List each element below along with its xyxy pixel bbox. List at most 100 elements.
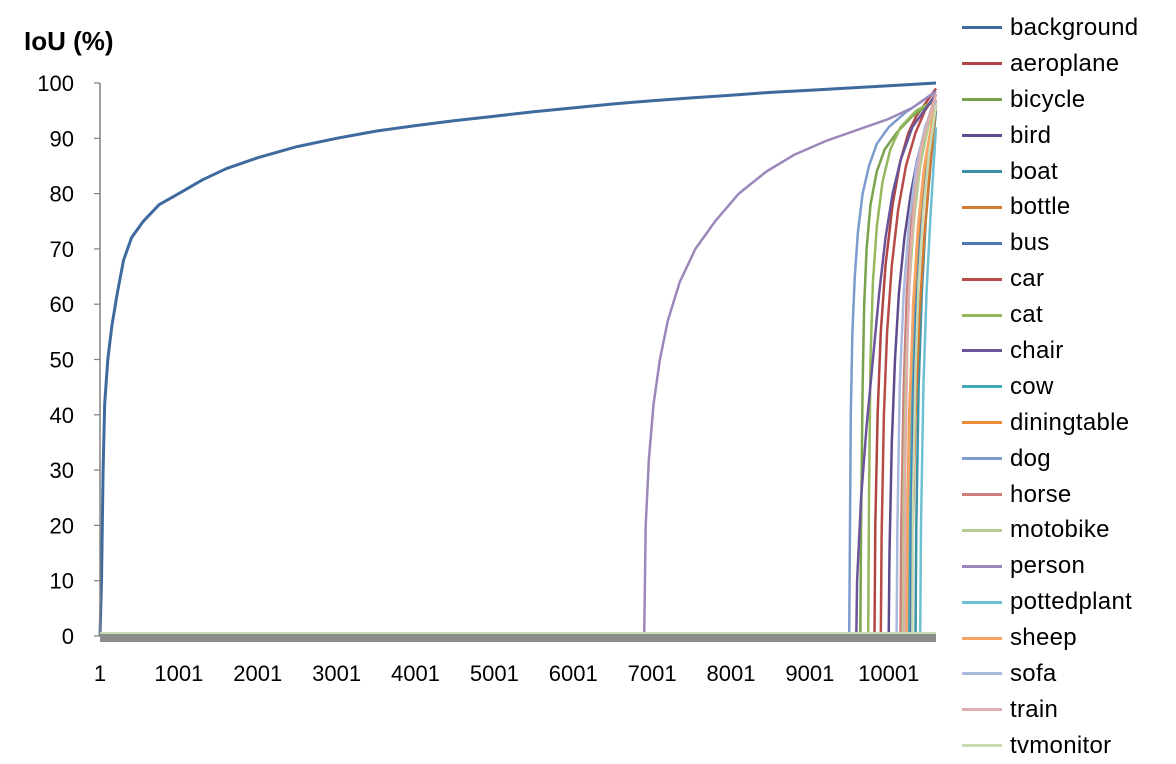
legend-item-bus: bus (962, 225, 1138, 261)
chart-legend: background aeroplane bicycle bird boat bottle… (962, 10, 1138, 764)
y-tick-label: 10 (50, 569, 74, 594)
legend-label: bicycle (1010, 85, 1086, 113)
y-tick-label: 30 (50, 458, 74, 483)
y-tick-label: 40 (50, 403, 74, 428)
legend-label: chair (1010, 336, 1064, 364)
legend-label: sheep (1010, 624, 1077, 652)
legend-swatch (962, 528, 1002, 532)
legend-item-sofa: sofa (962, 656, 1138, 692)
x-tick-label: 6001 (549, 661, 598, 686)
legend-label: boat (1010, 157, 1058, 185)
legend-label: person (1010, 552, 1086, 580)
legend-swatch (962, 205, 1002, 209)
legend-swatch (962, 421, 1002, 425)
y-tick-label: 90 (50, 126, 74, 151)
legend-label: horse (1010, 480, 1072, 508)
legend-swatch (962, 564, 1002, 568)
legend-item-cat: cat (962, 297, 1138, 333)
legend-swatch (962, 62, 1002, 66)
y-tick-label: 50 (50, 348, 74, 373)
legend-swatch (962, 385, 1002, 389)
legend-swatch (962, 26, 1002, 30)
legend-swatch (962, 277, 1002, 281)
chart-axes (94, 82, 936, 642)
legend-item-bottle: bottle (962, 189, 1138, 225)
legend-item-dog: dog (962, 441, 1138, 477)
series-line-pottedplant (918, 127, 938, 637)
series-line-tvmonitor (911, 104, 938, 637)
legend-item-bird: bird (962, 118, 1138, 154)
x-tick-label: 1001 (154, 661, 203, 686)
series-line-dog (847, 90, 937, 637)
legend-swatch (962, 134, 1002, 138)
legend-item-bicycle: bicycle (962, 82, 1138, 118)
legend-label: sofa (1010, 659, 1057, 687)
legend-swatch (962, 313, 1002, 317)
legend-label: cow (1010, 372, 1054, 400)
series-line-car (879, 93, 938, 637)
legend-swatch (962, 672, 1002, 676)
legend-item-motobike: motobike (962, 512, 1138, 548)
legend-item-pottedplant: pottedplant (962, 584, 1138, 620)
legend-item-cow: cow (962, 369, 1138, 405)
chart-series-lines (98, 81, 938, 637)
y-tick-label: 60 (50, 292, 74, 317)
legend-item-train: train (962, 692, 1138, 728)
series-line-background (98, 81, 937, 637)
y-tick-label: 20 (50, 513, 74, 538)
series-line-train (903, 93, 938, 637)
x-tick-label: 1 (94, 661, 106, 686)
legend-item-sheep: sheep (962, 620, 1138, 656)
series-line-person (642, 90, 937, 637)
y-tick-label: 100 (37, 71, 74, 96)
x-tick-label: 10001 (858, 661, 919, 686)
legend-label: diningtable (1010, 408, 1130, 436)
legend-label: bird (1010, 121, 1052, 149)
legend-label: aeroplane (1010, 49, 1120, 77)
legend-item-chair: chair (962, 333, 1138, 369)
legend-swatch (962, 349, 1002, 353)
x-tick-label: 8001 (707, 661, 756, 686)
legend-label: tvmonitor (1010, 731, 1112, 759)
legend-swatch (962, 708, 1002, 712)
legend-swatch (962, 241, 1002, 245)
series-line-sheep (905, 99, 938, 637)
legend-swatch (962, 493, 1002, 497)
y-tick-label: 70 (50, 237, 74, 262)
y-axis-title: IoU (%) (24, 26, 114, 56)
legend-item-background: background (962, 10, 1138, 46)
legend-swatch (962, 744, 1002, 748)
y-tick-label: 0 (62, 624, 74, 649)
legend-swatch (962, 170, 1002, 173)
legend-swatch (962, 98, 1002, 102)
legend-label: bus (1010, 229, 1050, 257)
legend-item-horse: horse (962, 477, 1138, 513)
x-tick-label: 2001 (233, 661, 282, 686)
legend-item-tvmonitor: tvmonitor (962, 728, 1138, 764)
legend-item-aeroplane: aeroplane (962, 46, 1138, 82)
legend-swatch (962, 457, 1002, 461)
y-tick-label: 80 (50, 182, 74, 207)
legend-item-car: car (962, 261, 1138, 297)
legend-label: dog (1010, 444, 1051, 472)
legend-label: cat (1010, 301, 1043, 329)
legend-swatch (962, 600, 1002, 604)
legend-item-diningtable: diningtable (962, 405, 1138, 441)
legend-label: car (1010, 265, 1045, 293)
x-axis-line (100, 633, 936, 642)
legend-item-boat: boat (962, 154, 1138, 190)
x-tick-label: 9001 (785, 661, 834, 686)
x-tick-label: 7001 (628, 661, 677, 686)
series-line-chair (855, 93, 938, 637)
x-tick-label: 3001 (312, 661, 361, 686)
series-line-cat (866, 98, 937, 637)
legend-label: pottedplant (1010, 588, 1133, 616)
legend-swatch (962, 636, 1002, 640)
legend-label: bottle (1010, 193, 1071, 221)
legend-label: motobike (1010, 516, 1110, 544)
x-tick-label: 4001 (391, 661, 440, 686)
legend-label: train (1010, 695, 1059, 723)
legend-item-person: person (962, 548, 1138, 584)
